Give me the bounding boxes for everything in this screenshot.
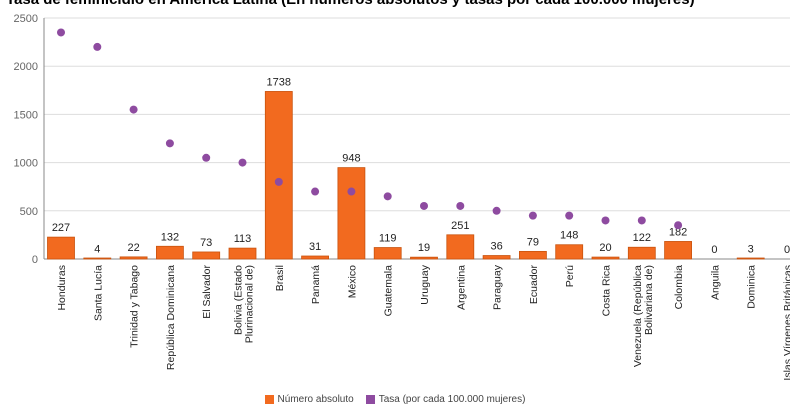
- legend-label-bars: Número absoluto: [277, 394, 354, 405]
- rate-point-7: [311, 187, 320, 196]
- x-tick-label: El Salvador: [201, 265, 213, 319]
- rate-point-15: [601, 216, 610, 225]
- rate-point-16: [637, 216, 646, 225]
- x-tick-label: Dominica: [746, 265, 758, 309]
- bar-19: [736, 257, 765, 260]
- x-tick-label: Colombia: [673, 265, 685, 310]
- data-label: 113: [234, 233, 252, 245]
- data-label: 0: [784, 244, 790, 256]
- x-tick-label: Venezuela (RepúblicaBolivariana de): [632, 265, 655, 367]
- x-tick-label: México: [346, 265, 358, 298]
- bar-9: [373, 247, 402, 260]
- x-tick-label: Honduras: [56, 265, 68, 311]
- x-tick-label: Islas Vírgenes Británicas: [782, 265, 790, 381]
- legend-swatch-rate: [365, 395, 375, 404]
- x-tick-label-line: Bolivia (Estado: [233, 265, 245, 335]
- rate-point-0: [57, 28, 65, 37]
- bar-0: [47, 236, 75, 260]
- x-tick-label: Bolivia (EstadoPlurinacional de): [233, 265, 256, 343]
- x-tick-label: Panamá: [310, 265, 322, 304]
- bar-16: [627, 246, 656, 260]
- rate-point-9: [383, 192, 392, 201]
- data-label: 19: [418, 242, 430, 254]
- bar-11: [446, 234, 475, 260]
- bar-15: [591, 256, 620, 260]
- bar-14: [555, 244, 584, 260]
- bar-1: [83, 257, 112, 260]
- x-tick-label: Ecuador: [528, 264, 540, 304]
- x-tick-label: Anguila: [709, 265, 721, 300]
- rate-point-3: [165, 139, 174, 148]
- data-label: 73: [200, 237, 212, 249]
- y-tick-label: 2500: [14, 13, 38, 25]
- data-label: 148: [560, 230, 578, 242]
- data-label: 182: [669, 226, 687, 238]
- data-label: 1738: [267, 76, 291, 88]
- y-tick-label: 1500: [14, 109, 38, 121]
- data-label: 0: [711, 244, 717, 256]
- data-label: 227: [52, 222, 70, 234]
- data-label: 251: [451, 220, 469, 232]
- data-label: 3: [748, 244, 754, 256]
- x-tick-label: Brasil: [274, 265, 286, 291]
- bar-10: [410, 256, 438, 260]
- data-label: 31: [309, 241, 321, 253]
- rate-point-6: [274, 177, 283, 186]
- bar-6: [264, 91, 293, 260]
- bar-7: [301, 255, 330, 260]
- legend-item-bars: Número absoluto: [264, 394, 354, 405]
- x-tick-label: Trinidad y Tabago: [129, 265, 141, 348]
- x-tick-label: Argentina: [455, 265, 467, 310]
- bar-5: [228, 247, 257, 260]
- legend: Número absoluto Tasa (por cada 100.000 m…: [0, 394, 790, 405]
- rate-point-8: [347, 187, 356, 196]
- rate-point-12: [492, 206, 501, 215]
- chart-title: Tasa de feminicidio en América Latina (E…: [0, 0, 790, 11]
- x-tick-label: Paraguay: [492, 264, 504, 310]
- legend-label-rate: Tasa (por cada 100.000 mujeres): [378, 394, 526, 405]
- rate-point-17: [674, 221, 683, 230]
- bar-2: [119, 256, 148, 260]
- data-label: 948: [342, 153, 360, 165]
- x-tick-label: Guatemala: [383, 265, 395, 317]
- rate-point-2: [129, 105, 138, 114]
- x-tick-label: Costa Rica: [601, 265, 613, 317]
- data-label: 36: [490, 241, 502, 253]
- data-label: 4: [94, 244, 100, 256]
- x-tick-label-line: Bolivariana de): [643, 265, 655, 335]
- x-tick-label: Santa Lucía: [92, 265, 104, 321]
- legend-swatch-bars: [264, 395, 274, 404]
- bar-12: [482, 255, 511, 260]
- data-label: 79: [527, 236, 539, 248]
- bar-3: [155, 245, 184, 260]
- data-label: 119: [379, 233, 397, 245]
- bar-17: [664, 241, 692, 260]
- x-tick-label: República Dominicana: [165, 265, 177, 370]
- x-tick-label-line: Venezuela (República: [632, 265, 644, 367]
- y-tick-label: 2000: [14, 61, 38, 73]
- x-tick-label: Uruguay: [419, 264, 431, 304]
- rate-point-1: [93, 42, 102, 51]
- bar-8: [337, 167, 366, 260]
- x-tick-label: Perú: [564, 265, 576, 287]
- y-tick-label: 1000: [14, 158, 38, 170]
- y-tick-label: 500: [20, 206, 38, 218]
- y-tick-label: 0: [32, 254, 38, 266]
- data-label: 22: [127, 242, 139, 254]
- rate-point-13: [528, 211, 537, 220]
- data-label: 122: [633, 232, 651, 244]
- data-label: 132: [161, 231, 179, 243]
- x-tick-label-line: Plurinacional de): [244, 265, 256, 343]
- data-label: 20: [599, 242, 611, 254]
- rate-point-10: [420, 201, 428, 210]
- bar-4: [192, 251, 221, 260]
- rate-point-14: [565, 211, 574, 220]
- legend-item-rate: Tasa (por cada 100.000 mujeres): [365, 394, 526, 405]
- rate-point-5: [238, 158, 247, 167]
- bar-13: [519, 250, 547, 260]
- rate-point-4: [202, 153, 211, 162]
- rate-point-11: [456, 201, 465, 210]
